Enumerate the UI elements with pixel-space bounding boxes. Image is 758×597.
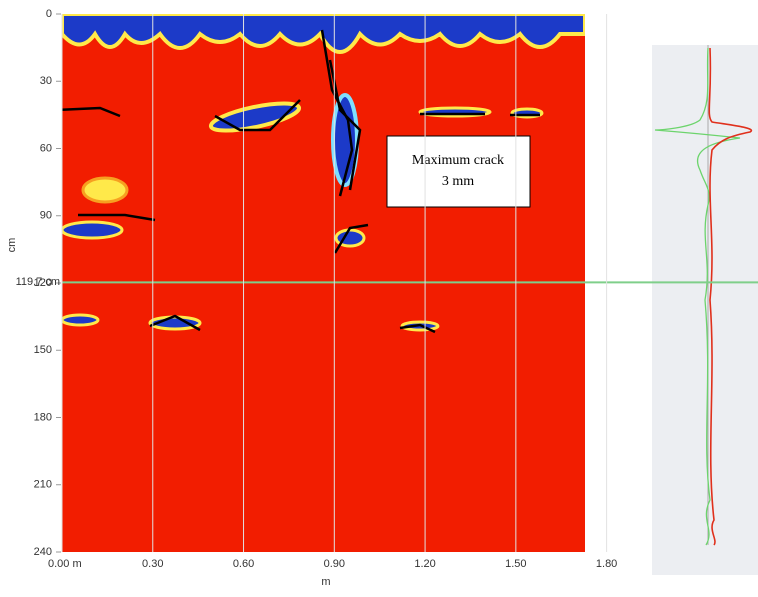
y-axis-label: cm <box>6 238 18 253</box>
x-tick-label: 0.90 <box>324 558 345 570</box>
annotation-line: 3 mm <box>442 174 474 189</box>
annotation-line: Maximum crack <box>412 153 504 168</box>
x-axis-label: m <box>321 576 330 588</box>
right-panel <box>652 0 758 592</box>
y-tick-label: 150 <box>34 344 52 356</box>
depth-marker-label: 119.7 cm <box>16 276 60 288</box>
y-tick-label: 210 <box>34 479 52 491</box>
x-tick-label: 1.50 <box>505 558 526 570</box>
y-tick-label: 120 <box>34 277 52 289</box>
x-tick-label: 1.20 <box>414 558 435 570</box>
y-tick-label: 60 <box>40 142 52 154</box>
x-tick-label: 0.60 <box>233 558 254 570</box>
y-tick-label: 90 <box>40 210 52 222</box>
x-tick-label: 0.30 <box>142 558 163 570</box>
y-tick-label: 30 <box>40 75 52 87</box>
x-tick-label: 0.00 m <box>48 558 82 570</box>
y-tick-label: 240 <box>34 546 52 558</box>
annotation-box: Maximum crack 3 mm <box>386 135 531 208</box>
y-tick-label: 180 <box>34 411 52 423</box>
x-tick-label: 1.80 <box>596 558 617 570</box>
y-tick-label: 0 <box>46 8 52 20</box>
